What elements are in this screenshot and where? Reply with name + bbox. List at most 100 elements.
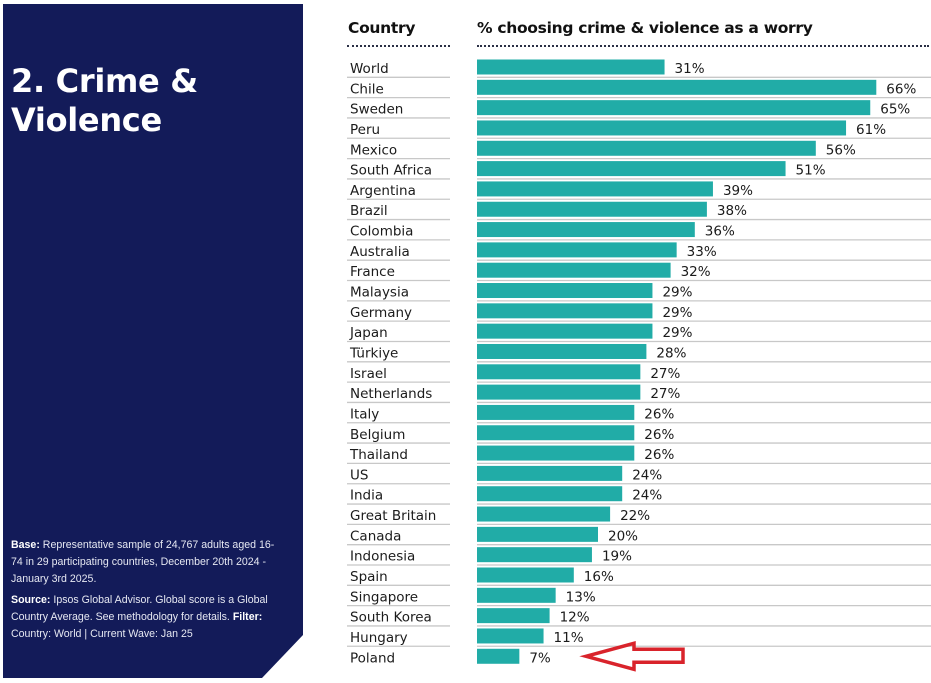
value-label: 66% xyxy=(886,81,916,97)
chart-row: Canada 20% xyxy=(347,526,931,546)
value-label: 20% xyxy=(608,528,638,544)
bar xyxy=(477,100,871,116)
country-label: World xyxy=(350,61,389,77)
value-label: 26% xyxy=(644,427,674,443)
country-label: Chile xyxy=(350,81,384,97)
country-label: Australia xyxy=(350,244,410,260)
bar xyxy=(477,181,713,197)
bar xyxy=(477,608,550,624)
bar xyxy=(477,343,647,359)
country-label: Brazil xyxy=(350,203,388,219)
country-label: Italy xyxy=(350,406,379,422)
value-label: 38% xyxy=(717,203,747,219)
bar xyxy=(477,262,671,278)
chart-row: Italy 26% xyxy=(347,404,931,424)
value-label: 19% xyxy=(602,549,632,565)
country-label: Türkiye xyxy=(349,345,398,361)
value-label: 61% xyxy=(856,122,886,138)
country-label: Israel xyxy=(350,366,387,382)
country-label: Singapore xyxy=(350,589,418,605)
bar xyxy=(477,587,556,603)
bar xyxy=(477,526,598,542)
bar xyxy=(477,628,544,644)
bar xyxy=(477,648,520,664)
value-label: 24% xyxy=(632,488,662,504)
base-note: Base: Representative sample of 24,767 ad… xyxy=(11,537,281,588)
chart-row: Singapore 13% xyxy=(347,587,931,607)
country-label: India xyxy=(350,488,383,504)
country-label: South Africa xyxy=(350,163,432,179)
title-panel: 2. Crime & Violence Base: Representative… xyxy=(3,4,303,678)
value-label: 51% xyxy=(796,163,826,179)
chart-row: Argentina 39% xyxy=(347,181,931,200)
chart-row: Poland 7% xyxy=(350,648,551,666)
country-label: South Korea xyxy=(350,610,432,626)
country-label: France xyxy=(350,264,395,280)
chart-row: Türkiye 28% xyxy=(347,343,931,363)
base-text: Representative sample of 24,767 adults a… xyxy=(11,539,275,585)
chart-row: Israel 27% xyxy=(347,364,931,383)
country-label: Belgium xyxy=(350,427,405,443)
value-label: 22% xyxy=(620,508,650,524)
value-label: 33% xyxy=(687,244,717,260)
bar xyxy=(477,364,641,380)
country-label: Peru xyxy=(350,122,380,138)
bar xyxy=(477,140,816,156)
country-label: Indonesia xyxy=(350,549,415,565)
country-label: Thailand xyxy=(349,447,408,463)
chart-row: South Africa 51% xyxy=(347,161,931,180)
chart-row: Mexico 56% xyxy=(347,140,931,160)
bar xyxy=(477,384,641,400)
chart-row: Spain 16% xyxy=(347,567,931,586)
chart-row: Hungary 11% xyxy=(347,628,931,647)
value-label: 13% xyxy=(566,589,596,605)
value-label: 29% xyxy=(662,285,692,301)
chart-row: Belgium 26% xyxy=(347,425,931,444)
value-label: 36% xyxy=(705,224,735,240)
chart-row: Peru 61% xyxy=(347,120,931,139)
value-label: 11% xyxy=(554,630,584,646)
chart-row: US 24% xyxy=(347,465,931,485)
chart-row: Thailand 26% xyxy=(347,445,931,465)
chart-row: South Korea 12% xyxy=(347,608,931,627)
bar xyxy=(477,567,574,583)
country-header-divider xyxy=(347,45,450,47)
chart-row: Sweden 65% xyxy=(347,100,931,119)
country-label: Mexico xyxy=(350,142,397,158)
bar xyxy=(477,445,635,461)
source-note: Source: Ipsos Global Advisor. Global sco… xyxy=(11,592,281,643)
base-label: Base: xyxy=(11,539,40,551)
chart-row: Netherlands 27% xyxy=(347,384,931,404)
country-label: Malaysia xyxy=(350,285,409,301)
country-label: Spain xyxy=(350,569,388,585)
bar xyxy=(477,79,877,95)
bar xyxy=(477,242,677,258)
country-label: Japan xyxy=(349,325,388,341)
bar xyxy=(477,465,623,481)
chart-row: Australia 33% xyxy=(347,242,931,261)
bar xyxy=(477,323,653,339)
value-label: 29% xyxy=(662,325,692,341)
country-label: Argentina xyxy=(350,183,416,199)
country-label: Great Britain xyxy=(350,508,436,524)
country-label: Poland xyxy=(350,650,395,666)
measure-header-divider xyxy=(477,45,929,47)
value-label: 32% xyxy=(681,264,711,280)
value-label: 39% xyxy=(723,183,753,199)
chart-row: World 31% xyxy=(347,59,931,78)
bar xyxy=(477,59,665,75)
value-label: 27% xyxy=(650,366,680,382)
value-label: 7% xyxy=(529,650,551,666)
country-label: Germany xyxy=(350,305,412,321)
country-label: US xyxy=(350,467,368,483)
value-label: 26% xyxy=(644,406,674,422)
country-label: Canada xyxy=(350,528,401,544)
chart-row: Chile 66% xyxy=(347,79,931,99)
value-label: 12% xyxy=(560,610,590,626)
chart-row: Malaysia 29% xyxy=(347,283,931,302)
chart-rows: World 31% Chile 66% Sweden 65% Peru 61% Mexico 56… xyxy=(347,59,931,666)
value-label: 27% xyxy=(650,386,680,402)
value-label: 29% xyxy=(662,305,692,321)
annotation-layer xyxy=(579,640,685,672)
